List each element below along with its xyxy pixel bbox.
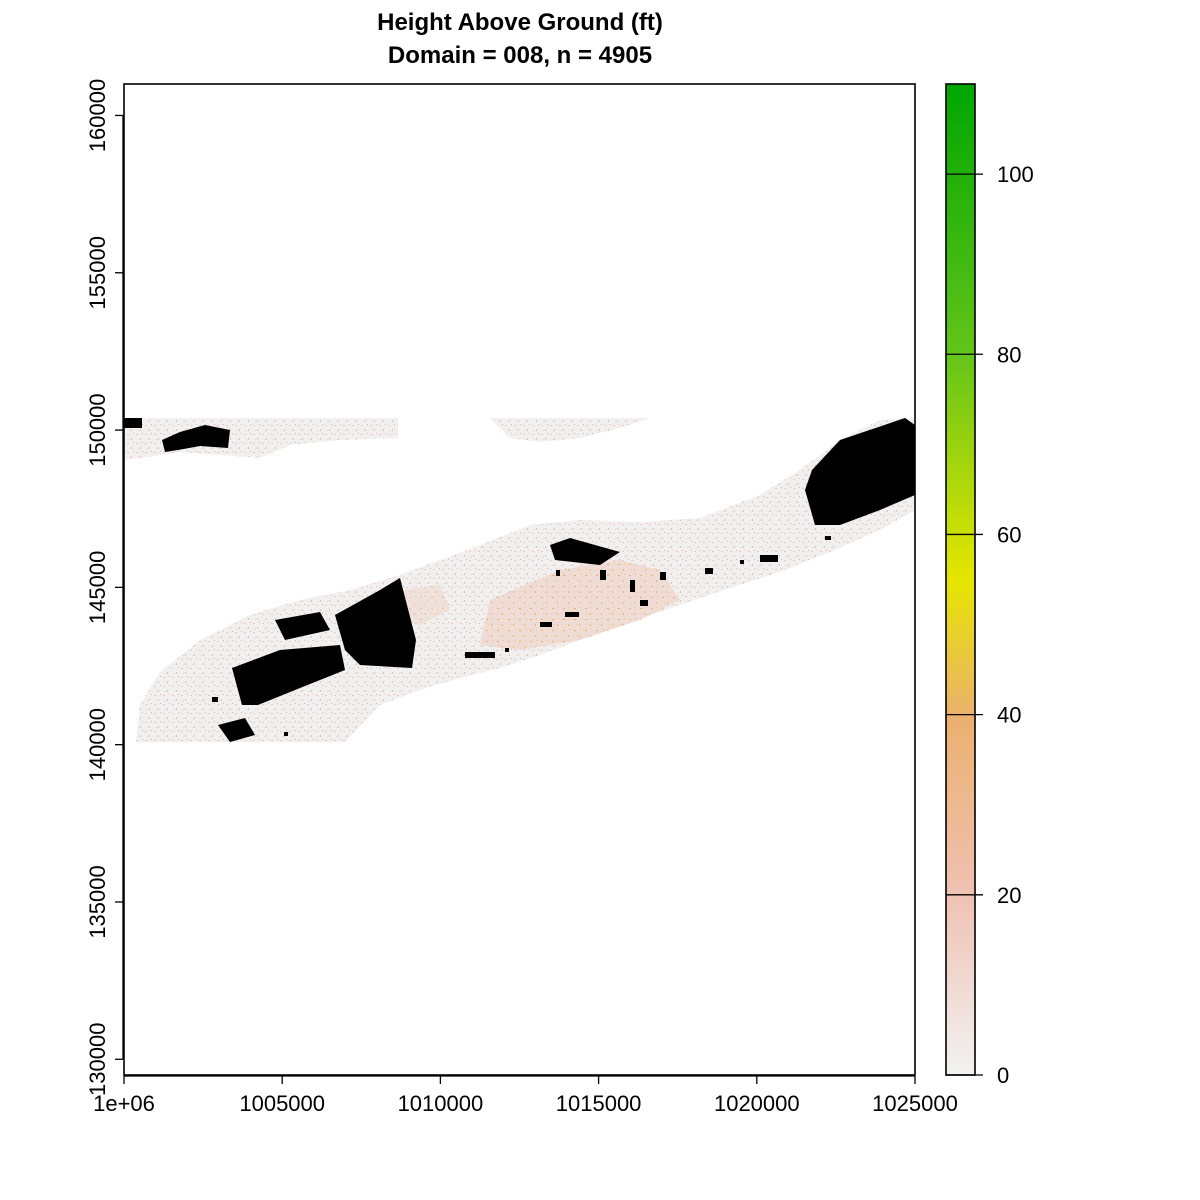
- y-tick-label: 160000: [85, 79, 110, 152]
- building-cluster-southwest: [218, 718, 255, 742]
- y-axis: 130000 135000 140000 145000 150000 155000 1600…: [85, 79, 124, 1096]
- land-north: [490, 418, 650, 442]
- building-cluster-northwest: [162, 425, 230, 452]
- building-edge: [124, 418, 142, 428]
- building-small: [825, 536, 831, 540]
- building-small: [465, 652, 495, 658]
- x-tick-label: 1025000: [872, 1091, 958, 1116]
- x-tick-label: 1e+06: [93, 1091, 155, 1116]
- chart-subtitle: Domain = 008, n = 4905: [388, 42, 652, 69]
- building-cluster-central: [335, 578, 416, 668]
- building-small: [505, 648, 509, 652]
- x-tick-label: 1020000: [714, 1091, 800, 1116]
- building-small: [212, 697, 218, 702]
- x-tick-label: 1005000: [239, 1091, 325, 1116]
- building-small: [740, 560, 744, 564]
- building-small: [284, 732, 288, 736]
- building-cluster-west: [232, 645, 345, 705]
- colorbar-tick-label: 60: [997, 522, 1021, 547]
- building-small: [705, 568, 713, 574]
- dense-zone-2: [398, 585, 450, 625]
- x-axis: 1e+06 1005000 1010000 1015000 1020000 1025000: [93, 1075, 958, 1116]
- x-tick-label: 1015000: [556, 1091, 642, 1116]
- x-tick-label: 1010000: [398, 1091, 484, 1116]
- colorbar-tick-label: 100: [997, 162, 1034, 187]
- colorbar-ticks: 0 20 40 60 80 100: [946, 162, 1034, 1088]
- y-tick-label: 155000: [85, 236, 110, 309]
- y-tick-label: 140000: [85, 708, 110, 781]
- colorbar-tick-label: 40: [997, 703, 1021, 728]
- y-tick-label: 145000: [85, 551, 110, 624]
- buildings-layer: [124, 418, 915, 742]
- building-small: [565, 612, 579, 617]
- y-tick-label: 130000: [85, 1023, 110, 1096]
- plot-frame: [123, 83, 916, 1076]
- colorbar-tick-label: 0: [997, 1063, 1009, 1088]
- building-small: [640, 600, 648, 606]
- building-cluster-northeast: [805, 418, 915, 525]
- colorbar-tick-label: 80: [997, 342, 1021, 367]
- colorbar-tick-label: 20: [997, 883, 1021, 908]
- y-tick-label: 135000: [85, 865, 110, 938]
- y-tick-label: 150000: [85, 393, 110, 466]
- building-cluster-west-2: [275, 612, 330, 640]
- building-small: [760, 555, 778, 562]
- building-small: [540, 622, 552, 627]
- building-small: [600, 570, 606, 580]
- building-cluster-east: [550, 538, 620, 565]
- colorbar: [945, 83, 976, 1076]
- building-small: [556, 570, 560, 576]
- chart-title: Height Above Ground (ft): [377, 9, 663, 36]
- building-small: [660, 572, 666, 580]
- building-small: [630, 580, 635, 592]
